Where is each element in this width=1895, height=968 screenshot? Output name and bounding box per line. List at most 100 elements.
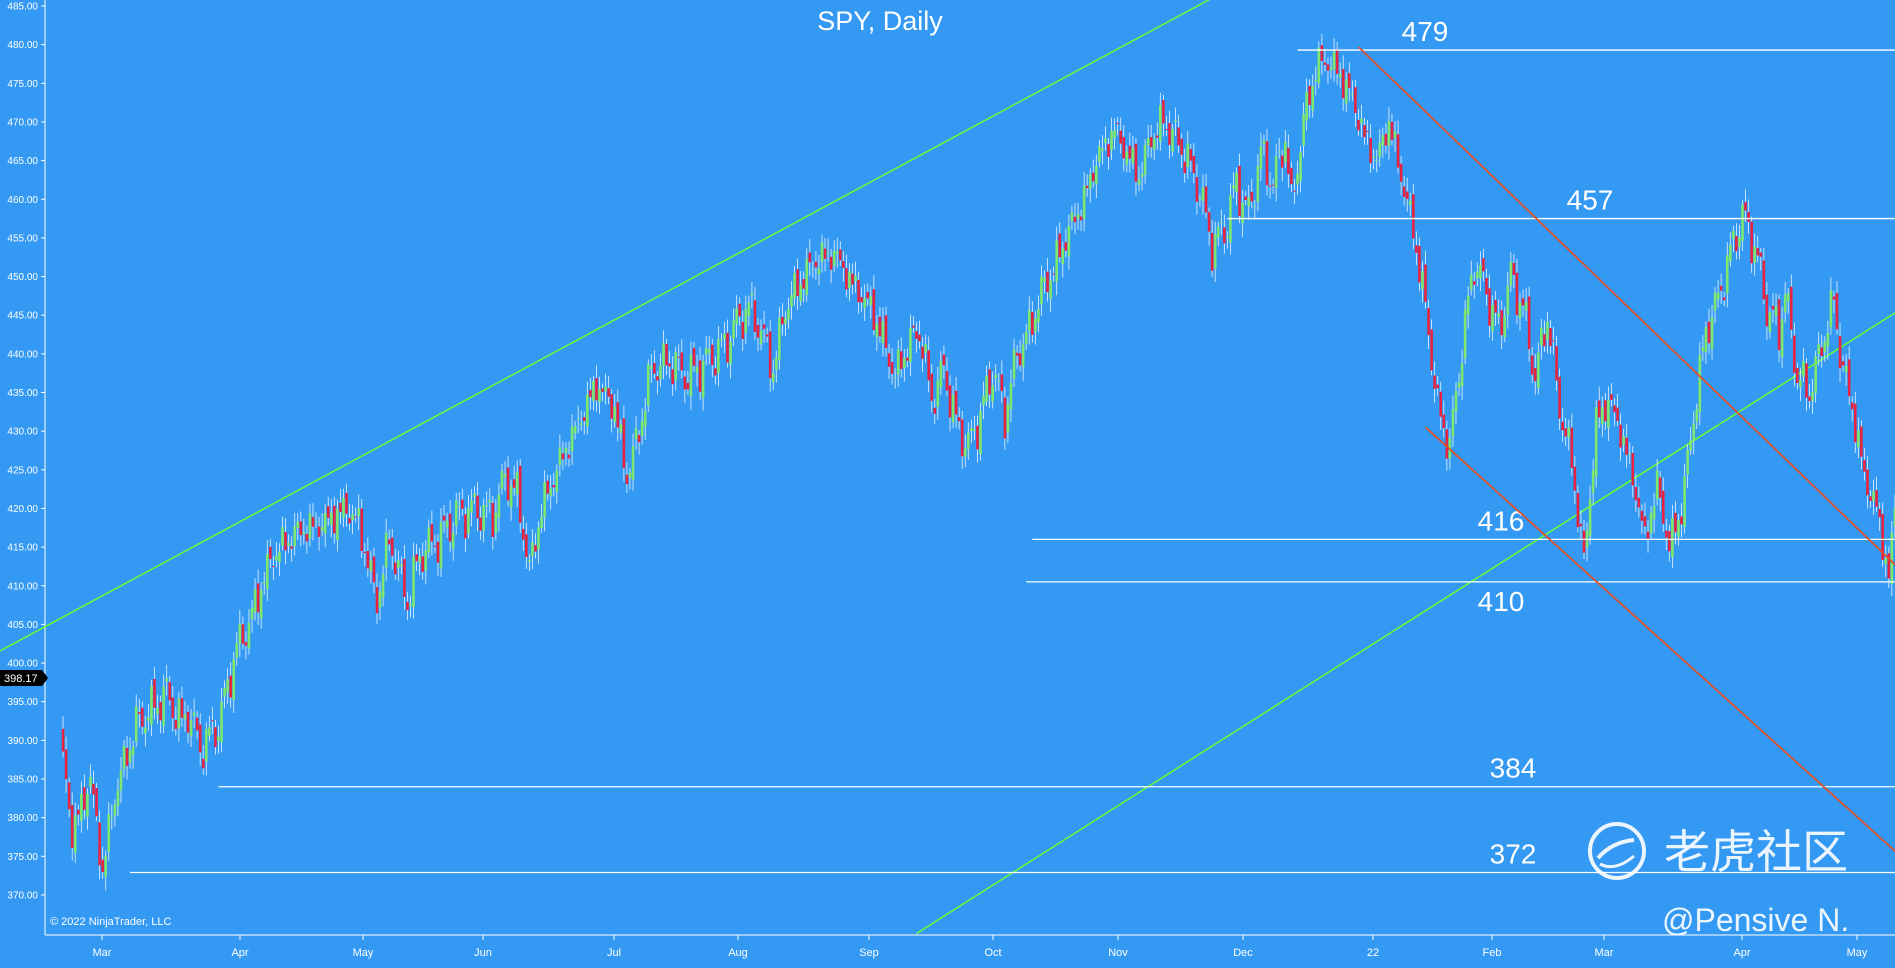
candle-body-up	[1143, 144, 1147, 176]
candle-body-down	[201, 758, 205, 769]
candle-body-down	[67, 782, 71, 810]
candle-body-up	[1546, 321, 1549, 340]
candle-body-down	[1427, 308, 1430, 336]
candle-body-up	[549, 488, 553, 497]
candle-body-up	[1381, 135, 1385, 146]
candle-body-up	[357, 508, 361, 517]
candle-body-up	[1247, 197, 1251, 207]
candle-body-up	[967, 432, 970, 450]
candle-body-down	[1543, 334, 1546, 347]
candle-body-down	[363, 551, 367, 554]
candle-body-down	[552, 484, 556, 488]
candle-body-up	[1884, 558, 1888, 565]
candle-body-down	[1527, 296, 1531, 350]
candle-body-up	[619, 424, 623, 433]
candle-body-down	[372, 556, 376, 583]
candle-body-down	[1390, 121, 1394, 140]
candle-body-down	[887, 353, 891, 367]
candle-body-down	[796, 269, 799, 297]
y-tick-label: 465.00	[7, 156, 38, 167]
candle-body-up	[1055, 240, 1058, 282]
candle-body-up	[1671, 518, 1674, 558]
candle-body-down	[741, 321, 745, 339]
candle-body-down	[918, 334, 921, 342]
candle-body-down	[1482, 258, 1485, 272]
candle-body-up	[735, 308, 738, 325]
candle-body-down	[878, 316, 882, 337]
candle-body-up	[963, 448, 967, 457]
candle-body-up	[1421, 271, 1424, 290]
candle-body-down	[1244, 196, 1247, 201]
candle-body-up	[1262, 140, 1266, 145]
candle-body-up	[793, 273, 796, 299]
candle-body-down	[1085, 185, 1089, 189]
level-label-410: 410	[1478, 586, 1525, 617]
candle-body-down	[1793, 335, 1796, 374]
candle-body-up	[89, 776, 92, 787]
candle-body-up	[500, 470, 504, 489]
candle-body-up	[302, 532, 306, 535]
candle-body-up	[1226, 236, 1229, 238]
candle-body-down	[1341, 69, 1345, 99]
y-tick-label: 435.00	[7, 388, 38, 399]
candle-body-up	[1652, 506, 1656, 520]
y-tick-label: 480.00	[7, 40, 38, 51]
candle-body-down	[299, 521, 303, 536]
candle-body-down	[1320, 45, 1324, 61]
candle-body-up	[1506, 285, 1510, 315]
candle-body-up	[1241, 202, 1244, 224]
candle-body-up	[424, 550, 428, 571]
candle-body-up	[1024, 331, 1028, 345]
candle-body-down	[1366, 130, 1369, 132]
candle-body-up	[342, 497, 345, 518]
candle-body-up	[473, 493, 476, 498]
candle-body-down	[948, 385, 952, 418]
candle-body-up	[640, 420, 644, 436]
candle-body-down	[677, 356, 681, 358]
candle-body-down	[738, 303, 742, 317]
candle-body-down	[1384, 133, 1388, 146]
candle-body-up	[1095, 165, 1098, 185]
candle-body-down	[1719, 285, 1723, 291]
candle-body-up	[817, 268, 821, 275]
candle-body-down	[842, 261, 845, 269]
candle-body-up	[1607, 400, 1610, 428]
candle-body-up	[1375, 160, 1379, 162]
candle-body-up	[1811, 391, 1814, 402]
candle-body-up	[951, 394, 955, 422]
candle-body-up	[1338, 73, 1342, 78]
candle-body-up	[107, 814, 111, 852]
candle-body-up	[628, 472, 632, 478]
candle-body-down	[403, 559, 406, 597]
candle-body-up	[1451, 409, 1455, 437]
candle-body-down	[521, 528, 525, 540]
candle-body-up	[1491, 304, 1494, 332]
candle-body-down	[1869, 496, 1872, 502]
candle-body-up	[1009, 383, 1013, 410]
candle-body-up	[308, 513, 312, 539]
candle-body-up	[997, 381, 1001, 383]
candle-body-down	[546, 480, 549, 494]
candle-body-down	[1402, 186, 1406, 198]
candle-body-down	[1832, 296, 1836, 300]
candle-body-up	[409, 603, 412, 607]
candle-body-down	[1808, 396, 1811, 401]
candle-body-down	[339, 502, 342, 513]
current-price-label: 398.17	[4, 673, 38, 685]
candle-body-down	[1189, 148, 1193, 161]
candle-body-up	[1591, 470, 1595, 493]
candle-body-up	[732, 320, 735, 339]
candle-body-down	[845, 268, 848, 290]
x-tick-label: Apr	[231, 947, 248, 959]
candle-body-down	[1838, 336, 1842, 369]
candle-body-down	[311, 517, 315, 527]
candle-body-up	[122, 745, 126, 769]
candle-body-up	[503, 474, 507, 478]
candle-body-up	[1823, 341, 1827, 352]
candle-body-down	[229, 675, 232, 698]
candle-body-down	[698, 360, 702, 392]
candle-body-up	[659, 365, 662, 380]
candle-body-down	[1564, 428, 1568, 437]
candle-body-up	[701, 360, 705, 399]
